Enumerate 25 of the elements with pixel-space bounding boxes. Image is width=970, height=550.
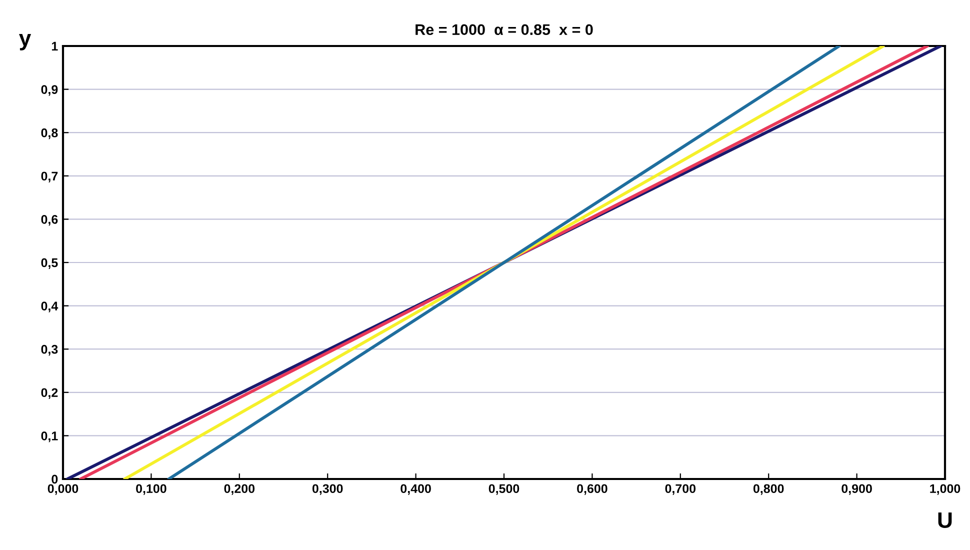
y-tick-label: 0,3 — [41, 344, 58, 356]
x-tick-label: 0,600 — [577, 484, 608, 495]
y-tick-label: 0 — [52, 474, 58, 484]
x-tick-label: 0,900 — [842, 484, 872, 495]
x-axis-title: U — [938, 512, 952, 528]
x-tick-label: 0,800 — [753, 484, 784, 495]
x-tick-label: 0,100 — [136, 484, 166, 495]
x-tick-label: 0,300 — [312, 484, 343, 495]
x-tick-label: 0,000 — [48, 484, 78, 495]
x-tick-label: 1,000 — [930, 484, 960, 495]
y-axis-title: y — [18, 34, 32, 50]
chart-title: Re = 1000 α = 0.85 x = 0 — [416, 24, 593, 36]
y-tick-label: 0,6 — [41, 215, 58, 226]
y-tick-label: 0,8 — [41, 128, 58, 140]
y-tick-label: 0,1 — [41, 432, 58, 442]
y-tick-label: 0,5 — [41, 258, 58, 269]
x-tick-label: 0,700 — [665, 484, 696, 495]
y-tick-label: 0,7 — [41, 172, 58, 182]
y-tick-label: 0,2 — [41, 388, 58, 399]
x-tick-label: 0,500 — [488, 484, 520, 495]
y-tick-label: 0,4 — [41, 302, 58, 312]
y-tick-label: 1 — [52, 42, 58, 51]
x-tick-label: 0,200 — [224, 484, 255, 495]
y-tick-label: 0,9 — [41, 85, 58, 96]
x-tick-label: 0,400 — [400, 484, 431, 495]
